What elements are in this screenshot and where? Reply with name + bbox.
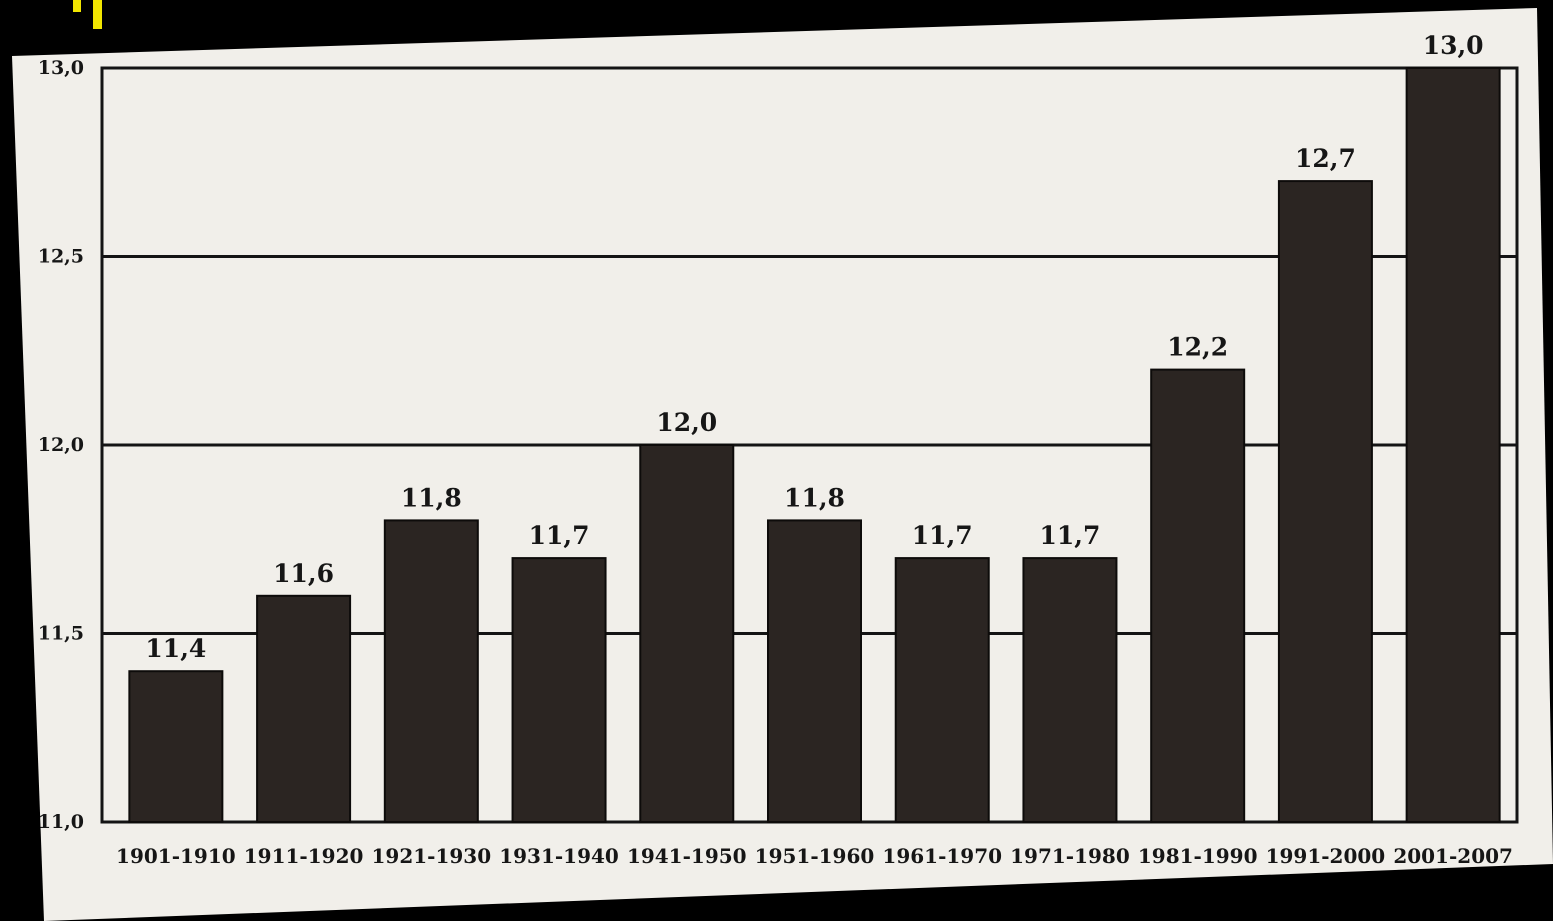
yellow-marker-left — [73, 0, 81, 12]
bar-1911-1920 — [256, 594, 352, 823]
bar-1951-1960 — [767, 519, 862, 824]
data-label: 12,0 — [656, 408, 717, 437]
y-tick-label: 12,0 — [38, 434, 84, 456]
y-axis-ticks: 11,0 11,5 12,0 12,5 13,0 — [38, 57, 84, 833]
data-label: 11,4 — [145, 634, 206, 663]
yellow-marker-right — [93, 0, 102, 29]
bar-1941-1950 — [639, 444, 735, 823]
bar-1991-2000 — [1277, 180, 1373, 824]
x-tick-label: 1971-1980 — [1010, 844, 1130, 868]
bar-2001-2007 — [1405, 67, 1501, 823]
x-tick-label: 1931-1940 — [499, 844, 619, 868]
y-tick-label: 13,0 — [38, 57, 84, 79]
y-tick-label: 12,5 — [38, 246, 84, 268]
bar-1981-1990 — [1150, 368, 1246, 823]
data-label: 12,2 — [1167, 333, 1228, 362]
data-label: 13,0 — [1423, 31, 1484, 60]
y-tick-label: 11,5 — [38, 623, 84, 645]
x-tick-label: 1991-2000 — [1266, 844, 1386, 868]
x-tick-label: 1901-1910 — [116, 844, 236, 868]
data-label: 11,7 — [1040, 521, 1101, 550]
x-axis-ticks: 1901-1910 1911-1920 1921-1930 1931-1940 1941… — [116, 844, 1513, 868]
bars — [128, 67, 1501, 824]
x-tick-label: 1911-1920 — [244, 844, 364, 868]
bar-1971-1980 — [1022, 557, 1118, 823]
y-tick-label: 11,0 — [38, 811, 84, 833]
x-tick-label: 2001-2007 — [1393, 844, 1513, 868]
x-tick-label: 1921-1930 — [371, 844, 491, 868]
data-label: 12,7 — [1295, 144, 1356, 173]
bar-1901-1910 — [128, 670, 224, 824]
x-tick-label: 1961-1970 — [882, 844, 1002, 868]
x-tick-label: 1981-1990 — [1138, 844, 1258, 868]
x-tick-label: 1941-1950 — [627, 844, 747, 868]
bar-1921-1930 — [383, 519, 479, 824]
bar-1961-1970 — [894, 557, 990, 823]
data-label: 11,7 — [912, 521, 973, 550]
data-label: 11,6 — [273, 559, 334, 588]
data-label: 11,8 — [784, 483, 845, 512]
data-label: 11,8 — [401, 483, 462, 512]
bar-1931-1940 — [511, 557, 607, 823]
data-labels: 11,4 11,6 11,8 11,7 12,0 11,8 11,7 11,7 12,2 12,7… — [145, 31, 1483, 663]
data-label: 11,7 — [529, 521, 590, 550]
x-tick-label: 1951-1960 — [755, 844, 875, 868]
